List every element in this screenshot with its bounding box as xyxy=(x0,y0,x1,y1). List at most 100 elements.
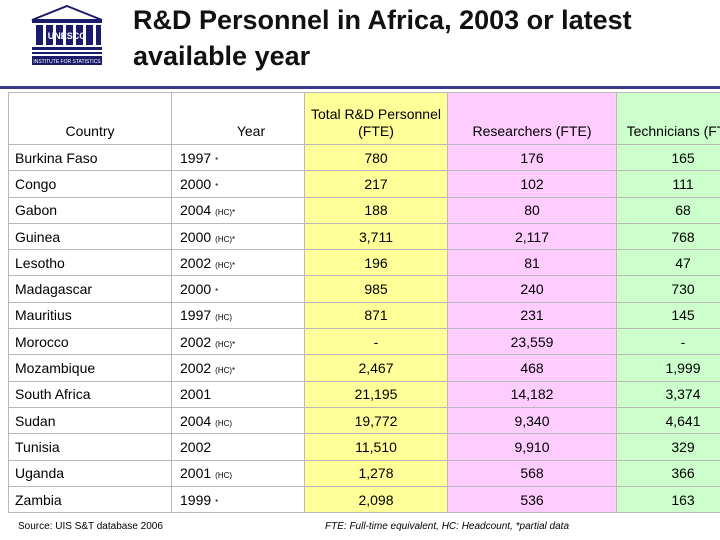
country-cell: Tunisia xyxy=(8,433,172,461)
year-cell: 2001 xyxy=(171,380,305,408)
country-cell: Burkina Faso xyxy=(8,143,172,172)
source-note: Source: UIS S&T database 2006 xyxy=(18,521,163,532)
total-cell: 985 xyxy=(304,275,448,303)
researchers-cell: 2,117 xyxy=(447,222,617,251)
technicians-cell: 3,374 xyxy=(616,380,720,408)
country-cell: Mauritius xyxy=(8,301,172,330)
year-note: (HC) xyxy=(215,313,233,323)
researchers-cell: 240 xyxy=(447,275,617,303)
year-note: (HC) xyxy=(215,418,233,428)
researchers-cell: 231 xyxy=(447,301,617,330)
year-value: 2002 xyxy=(180,254,212,271)
total-cell: 21,195 xyxy=(304,380,448,408)
technicians-cell: 730 xyxy=(616,275,720,303)
column-header-year: Year xyxy=(171,92,305,145)
year-value: 2002 xyxy=(180,438,212,455)
year-cell: 2004 (HC)* xyxy=(171,196,305,224)
researchers-cell: 468 xyxy=(447,354,617,382)
researchers-cell: 9,340 xyxy=(447,406,617,435)
table-row: Sudan 2004 (HC) 19,772 9,340 4,641 xyxy=(8,406,720,435)
year-value: 1997 xyxy=(180,307,212,324)
country-cell: Gabon xyxy=(8,196,172,224)
year-note: (HC)* xyxy=(215,260,236,270)
table-row: South Africa 2001 21,195 14,182 3,374 xyxy=(8,380,720,408)
year-note: * xyxy=(215,181,219,191)
country-cell: Uganda xyxy=(8,459,172,487)
total-cell: 2,098 xyxy=(304,485,448,514)
researchers-cell: 81 xyxy=(447,249,617,277)
table-header-row: Country Year Total R&D Personnel (FTE) R… xyxy=(8,92,720,145)
technicians-cell: 366 xyxy=(616,459,720,487)
year-cell: 2002 (HC)* xyxy=(171,328,305,356)
table-row: Burkina Faso 1997 * 780 176 165 xyxy=(8,143,720,172)
year-cell: 2002 xyxy=(171,433,305,461)
total-cell: 2,467 xyxy=(304,354,448,382)
year-value: 2001 xyxy=(180,386,212,403)
technicians-cell: 68 xyxy=(616,196,720,224)
year-value: 2002 xyxy=(180,360,212,377)
year-cell: 1997 * xyxy=(171,143,305,172)
researchers-cell: 14,182 xyxy=(447,380,617,408)
slide-header: UNESCO INSTITUTE FOR STATISTICS R&D Pers… xyxy=(0,0,720,80)
table-row: Zambia 1999 * 2,098 536 163 xyxy=(8,485,720,514)
technicians-cell: - xyxy=(616,328,720,356)
year-cell: 2000 * xyxy=(171,275,305,303)
country-cell: Lesotho xyxy=(8,249,172,277)
country-cell: Madagascar xyxy=(8,275,172,303)
year-cell: 2002 (HC)* xyxy=(171,249,305,277)
total-cell: 188 xyxy=(304,196,448,224)
table-row: Madagascar 2000 * 985 240 730 xyxy=(8,275,720,303)
country-cell: Sudan xyxy=(8,406,172,435)
country-cell: Morocco xyxy=(8,328,172,356)
technicians-cell: 329 xyxy=(616,433,720,461)
year-cell: 2004 (HC) xyxy=(171,406,305,435)
svg-text:INSTITUTE FOR STATISTICS: INSTITUTE FOR STATISTICS xyxy=(33,59,101,65)
year-value: 2000 xyxy=(180,175,212,192)
column-header-total: Total R&D Personnel (FTE) xyxy=(304,92,448,145)
table-row: Congo 2000 * 217 102 111 xyxy=(8,170,720,198)
table-row: Mauritius 1997 (HC) 871 231 145 xyxy=(8,301,720,330)
table-row: Mozambique 2002 (HC)* 2,467 468 1,999 xyxy=(8,354,720,382)
technicians-cell: 4,641 xyxy=(616,406,720,435)
total-cell: 196 xyxy=(304,249,448,277)
table-row: Tunisia 2002 11,510 9,910 329 xyxy=(8,433,720,461)
country-cell: Mozambique xyxy=(8,354,172,382)
year-note: * xyxy=(215,497,219,507)
country-cell: Zambia xyxy=(8,485,172,514)
unesco-logo: UNESCO INSTITUTE FOR STATISTICS xyxy=(31,4,103,65)
page-title: R&D Personnel in Africa, 2003 or latest … xyxy=(133,5,632,71)
researchers-cell: 23,559 xyxy=(447,328,617,356)
year-value: 2001 xyxy=(180,465,212,482)
researchers-cell: 80 xyxy=(447,196,617,224)
year-note: * xyxy=(215,287,219,297)
country-cell: South Africa xyxy=(8,380,172,408)
total-cell: 11,510 xyxy=(304,433,448,461)
table-row: Uganda 2001 (HC) 1,278 568 366 xyxy=(8,459,720,487)
technicians-cell: 1,999 xyxy=(616,354,720,382)
year-note: (HC) xyxy=(215,471,233,481)
year-note: (HC)* xyxy=(215,339,236,349)
total-cell: 19,772 xyxy=(304,406,448,435)
year-value: 2004 xyxy=(180,412,212,429)
year-cell: 2002 (HC)* xyxy=(171,354,305,382)
technicians-cell: 47 xyxy=(616,249,720,277)
year-cell: 1997 (HC) xyxy=(171,301,305,330)
table-row: Guinea 2000 (HC)* 3,711 2,117 768 xyxy=(8,222,720,251)
total-cell: 3,711 xyxy=(304,222,448,251)
year-cell: 2000 (HC)* xyxy=(171,222,305,251)
svg-text:UNESCO: UNESCO xyxy=(48,31,87,41)
researchers-cell: 536 xyxy=(447,485,617,514)
column-header-technicians: Technicians (FTE) xyxy=(616,92,720,145)
year-note: * xyxy=(215,155,219,165)
technicians-cell: 768 xyxy=(616,222,720,251)
total-cell: 780 xyxy=(304,143,448,172)
technicians-cell: 163 xyxy=(616,485,720,514)
header-divider xyxy=(0,86,720,89)
technicians-cell: 111 xyxy=(616,170,720,198)
legend-footnote: FTE: Full-time equivalent, HC: Headcount… xyxy=(325,521,569,532)
year-note: (HC)* xyxy=(215,366,236,376)
year-value: 1999 xyxy=(180,491,212,508)
year-note: (HC)* xyxy=(215,234,236,244)
researchers-cell: 102 xyxy=(447,170,617,198)
year-value: 1997 xyxy=(180,149,212,166)
